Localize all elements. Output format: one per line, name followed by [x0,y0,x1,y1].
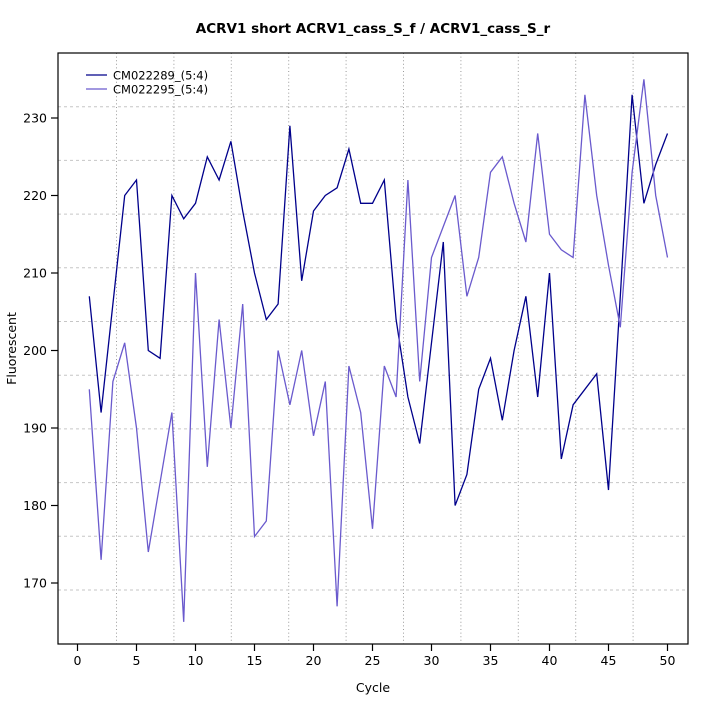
legend-label-series1: CM022289_(5:4) [113,69,208,83]
x-tick-label: 40 [542,653,558,668]
x-tick-label: 35 [483,653,499,668]
y-axis-title: Fluorescent [4,312,19,385]
y-tick-label: 180 [23,498,47,513]
y-tick-label: 190 [23,421,47,436]
x-axis: 0 5 10 15 20 25 30 35 40 45 50 [74,644,676,668]
x-tick-label: 45 [601,653,617,668]
plot-frame [57,52,689,645]
x-axis-title: Cycle [356,680,390,695]
x-tick-label: 25 [365,653,381,668]
y-tick-label: 170 [23,576,47,591]
x-tick-label: 0 [74,653,82,668]
x-tick-label: 10 [188,653,204,668]
grid [58,53,688,644]
legend: CM022289_(5:4) CM022295_(5:4) [86,69,208,97]
x-tick-label: 50 [660,653,676,668]
x-tick-label: 15 [247,653,263,668]
chart-title: ACRV1 short ACRV1_cass_S_f / ACRV1_cass_… [196,21,551,37]
x-tick-label: 30 [424,653,440,668]
series-line-CM022295_(5:4) [88,79,669,622]
y-tick-label: 220 [23,188,47,203]
y-tick-label: 230 [23,111,47,126]
y-axis: 170 180 190 200 210 220 230 [23,111,58,591]
series-line-CM022289_(5:4) [88,94,669,506]
data-series [88,79,669,622]
x-tick-label: 5 [133,653,141,668]
y-tick-label: 200 [23,343,47,358]
x-tick-label: 20 [306,653,322,668]
legend-label-series2: CM022295_(5:4) [113,83,208,97]
y-tick-label: 210 [23,266,47,281]
